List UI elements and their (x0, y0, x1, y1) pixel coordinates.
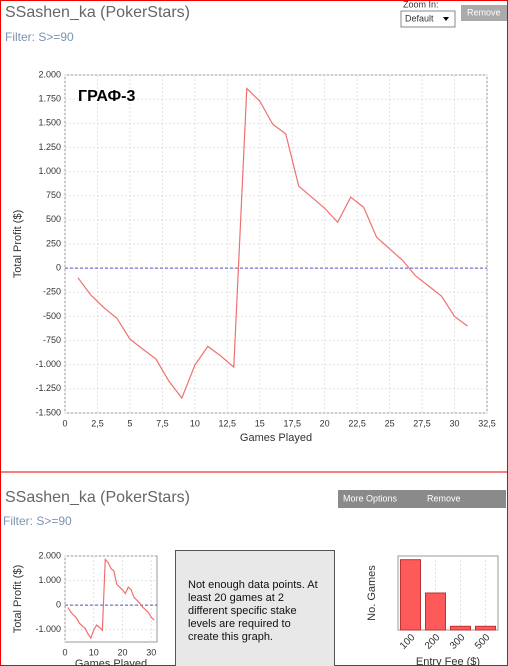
annotation: ГРАФ-3 (78, 88, 135, 105)
bar (450, 625, 471, 631)
y-tick-label: 0 (56, 263, 61, 273)
more-options-button[interactable]: More Options (343, 493, 398, 503)
button-bar (338, 490, 506, 508)
plot-area (64, 74, 488, 414)
y-tick-label: -1.250 (35, 383, 61, 393)
x-tick-label: 30 (450, 418, 460, 428)
y-tick-label: 1.250 (38, 142, 61, 152)
x-tick-label: 5 (127, 418, 132, 428)
y-tick-label: -500 (43, 311, 61, 321)
x-axis-label: Games Played (75, 658, 147, 666)
x-tick-label: 500 (473, 632, 493, 652)
y-tick-label: 250 (46, 238, 61, 248)
x-tick-label: 7,5 (156, 418, 169, 428)
data-line (67, 557, 155, 640)
plot-area (64, 555, 158, 643)
y-tick-label: 0 (56, 600, 61, 610)
y-tick-label: -1.500 (35, 407, 61, 417)
y-tick-label: 2.000 (38, 69, 61, 79)
x-tick-label: 27,5 (413, 418, 431, 428)
zoom-label: Zoom In: (403, 0, 439, 9)
y-tick-label: 1.750 (38, 94, 61, 104)
y-tick-label: 750 (46, 190, 61, 200)
x-tick-label: 300 (448, 632, 468, 652)
zoom-value: Default (405, 13, 434, 23)
x-tick-label: 22,5 (348, 418, 366, 428)
y-tick-label: 1.500 (38, 118, 61, 128)
x-tick-label: 12,5 (219, 418, 237, 428)
y-tick-label: 1.000 (38, 166, 61, 176)
x-tick-label: 25 (385, 418, 395, 428)
panel-title: SSashen_ka (PokerStars) (5, 489, 190, 506)
x-tick-label: 17,5 (283, 418, 301, 428)
x-tick-label: 0 (62, 647, 67, 657)
data-line (77, 87, 468, 400)
remove-button[interactable] (461, 5, 507, 21)
bar (400, 559, 421, 631)
x-tick-label: 20 (117, 647, 127, 657)
bar (425, 592, 446, 631)
x-tick-label: 30 (146, 647, 156, 657)
y-axis-label: Total Profit ($) (12, 210, 24, 278)
zoom-select[interactable] (400, 10, 456, 28)
y-tick-label: 1.000 (38, 575, 61, 585)
remove-label: Remove (467, 7, 501, 17)
y-tick-label: -750 (43, 335, 61, 345)
y-tick-label: -250 (43, 287, 61, 297)
x-tick-label: 10 (190, 418, 200, 428)
y-tick-label: 2.000 (38, 550, 61, 560)
x-tick-label: 32,5 (478, 418, 496, 428)
remove-button[interactable]: Remove (427, 493, 461, 503)
filter: Filter: S>=90 (3, 514, 72, 528)
x-tick-label: 20 (320, 418, 330, 428)
x-tick-label: 200 (423, 632, 443, 652)
filter: Filter: S>=90 (5, 30, 74, 44)
x-axis-label: Entry Fee ($) (416, 656, 480, 666)
x-tick-label: 2,5 (91, 418, 104, 428)
dropdown-arrow (443, 17, 449, 21)
y-axis-label: No. Games (366, 565, 378, 621)
bar (475, 625, 496, 631)
x-axis-label: Games Played (240, 432, 312, 444)
x-tick-label: 15 (255, 418, 265, 428)
x-tick-label: 0 (62, 418, 67, 428)
x-tick-label: 100 (398, 632, 418, 652)
y-axis-label: Total Profit ($) (12, 565, 24, 633)
y-tick-label: -1.000 (35, 624, 61, 634)
x-tick-label: 10 (89, 647, 99, 657)
y-tick-label: 500 (46, 214, 61, 224)
y-tick-label: -1.000 (35, 359, 61, 369)
message-box: Not enough data points. At least 20 game… (175, 550, 335, 666)
panel-title: SSashen_ka (PokerStars) (5, 4, 190, 21)
